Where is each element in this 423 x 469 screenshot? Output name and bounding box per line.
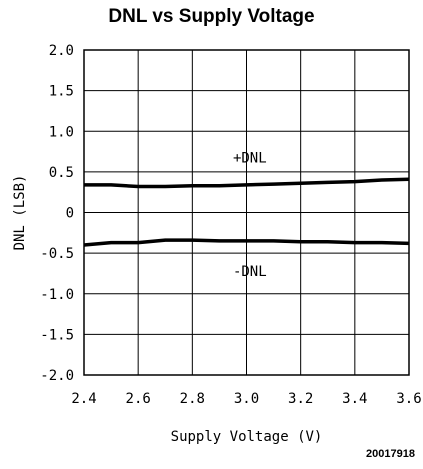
x-tick-label: 3.4	[342, 391, 367, 407]
annotations: +DNL -DNL	[233, 150, 267, 280]
chart-title: DNL vs Supply Voltage	[108, 6, 315, 27]
plot-frame	[83, 49, 410, 376]
x-tick-label: 2.8	[180, 391, 205, 407]
y-tick-label: 2.0	[49, 43, 74, 59]
y-tick-label: -0.5	[40, 246, 74, 262]
x-tick-label: 3.0	[234, 391, 259, 407]
x-tick-label: 3.6	[396, 391, 421, 407]
series-label: +DNL	[233, 150, 267, 166]
y-tick-label: 0.5	[49, 165, 74, 181]
grid	[84, 50, 409, 375]
x-tick-labels: 2.4 2.6 2.8 3.0 3.2 3.4 3.6	[71, 391, 421, 407]
series-label: -DNL	[233, 264, 267, 280]
y-axis-label: DNL (LSB)	[12, 175, 28, 251]
y-tick-label: -2.0	[40, 368, 74, 384]
y-tick-label: 1.5	[49, 84, 74, 100]
series-layer	[83, 177, 410, 247]
x-tick-label: 2.4	[71, 391, 96, 407]
y-tick-label: -1.0	[40, 287, 74, 303]
y-tick-label: 0	[66, 206, 74, 222]
figure-id: 20017918	[366, 448, 415, 460]
y-tick-labels: 2.0 1.5 1.0 0.5 0 -0.5 -1.0 -1.5 -2.0	[40, 43, 74, 384]
series-line	[84, 177, 410, 189]
x-tick-label: 2.6	[126, 391, 151, 407]
x-axis-label: Supply Voltage (V)	[171, 429, 323, 445]
series-line	[83, 238, 410, 247]
x-tick-label: 3.2	[288, 391, 313, 407]
y-tick-label: 1.0	[49, 124, 74, 140]
y-tick-label: -1.5	[40, 327, 74, 343]
